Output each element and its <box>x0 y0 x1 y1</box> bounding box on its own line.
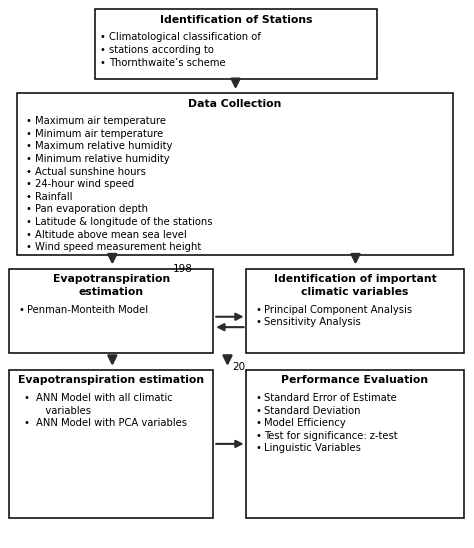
Text: •: • <box>255 418 261 428</box>
Text: Sensitivity Analysis: Sensitivity Analysis <box>264 317 361 328</box>
Text: •: • <box>255 406 261 415</box>
Text: Minimum relative humidity: Minimum relative humidity <box>35 154 169 164</box>
Text: •: • <box>24 418 29 428</box>
Text: stations according to: stations according to <box>109 45 214 55</box>
Text: •: • <box>100 58 105 67</box>
Text: •: • <box>25 167 31 176</box>
Text: Latitude & longitude of the stations: Latitude & longitude of the stations <box>35 217 212 227</box>
Bar <box>95 9 377 79</box>
Text: 198: 198 <box>173 264 192 274</box>
Text: Data Collection: Data Collection <box>188 99 281 109</box>
Text: •: • <box>25 192 31 202</box>
Text: ANN Model with PCA variables: ANN Model with PCA variables <box>36 418 187 428</box>
Text: •: • <box>24 393 29 403</box>
Text: ANN Model with all climatic: ANN Model with all climatic <box>36 393 173 403</box>
Text: •: • <box>25 242 31 252</box>
Text: Model Efficiency: Model Efficiency <box>264 418 346 428</box>
Text: Performance Evaluation: Performance Evaluation <box>282 375 428 385</box>
Text: 20: 20 <box>232 362 246 372</box>
Text: Pan evaporation depth: Pan evaporation depth <box>35 204 147 214</box>
Text: •: • <box>25 129 31 139</box>
Text: •: • <box>18 305 24 315</box>
Bar <box>9 370 213 518</box>
Text: Standard Deviation: Standard Deviation <box>264 406 361 415</box>
Text: Test for significance: z-test: Test for significance: z-test <box>264 431 398 441</box>
Text: •: • <box>25 230 31 239</box>
Text: •: • <box>25 154 31 164</box>
Text: •: • <box>255 393 261 403</box>
Text: Principal Component Analysis: Principal Component Analysis <box>264 305 412 315</box>
Text: Identification of important: Identification of important <box>273 274 437 284</box>
Text: Actual sunshine hours: Actual sunshine hours <box>35 167 146 176</box>
Text: Identification of Stations: Identification of Stations <box>160 15 312 25</box>
Text: •: • <box>25 116 31 126</box>
Text: Evapotranspiration estimation: Evapotranspiration estimation <box>18 375 204 385</box>
Bar <box>17 93 453 255</box>
Text: •: • <box>255 305 261 315</box>
Text: Wind speed measurement height: Wind speed measurement height <box>35 242 201 252</box>
Text: variables: variables <box>36 406 91 415</box>
Text: •: • <box>100 32 105 42</box>
Bar <box>9 269 213 353</box>
Text: Climatological classification of: Climatological classification of <box>109 32 261 42</box>
Text: Thornthwaite’s scheme: Thornthwaite’s scheme <box>109 58 226 67</box>
Text: Rainfall: Rainfall <box>35 192 72 202</box>
Text: •: • <box>25 179 31 189</box>
Text: Maximum relative humidity: Maximum relative humidity <box>35 141 172 151</box>
Text: •: • <box>255 431 261 441</box>
Text: •: • <box>255 317 261 328</box>
Text: Penman-Monteith Model: Penman-Monteith Model <box>27 305 149 315</box>
Bar <box>246 269 464 353</box>
Text: •: • <box>25 141 31 151</box>
Text: estimation: estimation <box>79 287 144 297</box>
Text: •: • <box>25 217 31 227</box>
Text: •: • <box>25 204 31 214</box>
Text: Linguistic Variables: Linguistic Variables <box>264 443 361 453</box>
Text: Evapotranspiration: Evapotranspiration <box>53 274 170 284</box>
Text: •: • <box>255 443 261 453</box>
Text: •: • <box>100 45 105 55</box>
Text: Standard Error of Estimate: Standard Error of Estimate <box>264 393 397 403</box>
Text: Minimum air temperature: Minimum air temperature <box>35 129 163 139</box>
Bar <box>246 370 464 518</box>
Text: Altitude above mean sea level: Altitude above mean sea level <box>35 230 186 239</box>
Text: 24-hour wind speed: 24-hour wind speed <box>35 179 134 189</box>
Text: Maximum air temperature: Maximum air temperature <box>35 116 165 126</box>
Text: climatic variables: climatic variables <box>301 287 409 297</box>
